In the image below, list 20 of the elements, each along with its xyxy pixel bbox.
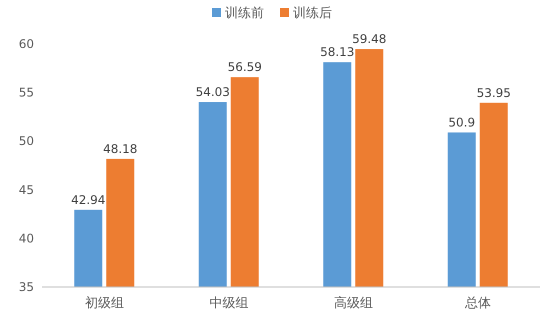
- data-label: 48.18: [103, 142, 138, 156]
- x-tick-label: 高级组: [334, 295, 373, 311]
- y-tick-label: 35: [18, 280, 34, 294]
- y-tick-label: 40: [18, 231, 34, 246]
- data-label: 50.9: [448, 115, 476, 130]
- data-label: 42.94: [71, 192, 106, 207]
- y-tick-label: 60: [18, 37, 34, 51]
- y-tick-label: 45: [18, 182, 34, 197]
- x-tick-label: 总体: [464, 296, 491, 311]
- data-label: 58.13: [320, 45, 354, 60]
- y-tick-label: 55: [18, 86, 34, 100]
- data-label: 53.95: [476, 86, 511, 100]
- data-label: 59.48: [352, 32, 386, 46]
- data-label: 56.59: [228, 60, 262, 74]
- legend-label: 训练前: [225, 6, 264, 21]
- data-label: 54.03: [196, 85, 230, 100]
- x-tick-label: 初级组: [84, 296, 124, 311]
- x-tick-label: 中级组: [209, 296, 248, 311]
- y-tick-label: 50: [18, 134, 34, 148]
- legend-label: 训练后: [293, 6, 332, 21]
